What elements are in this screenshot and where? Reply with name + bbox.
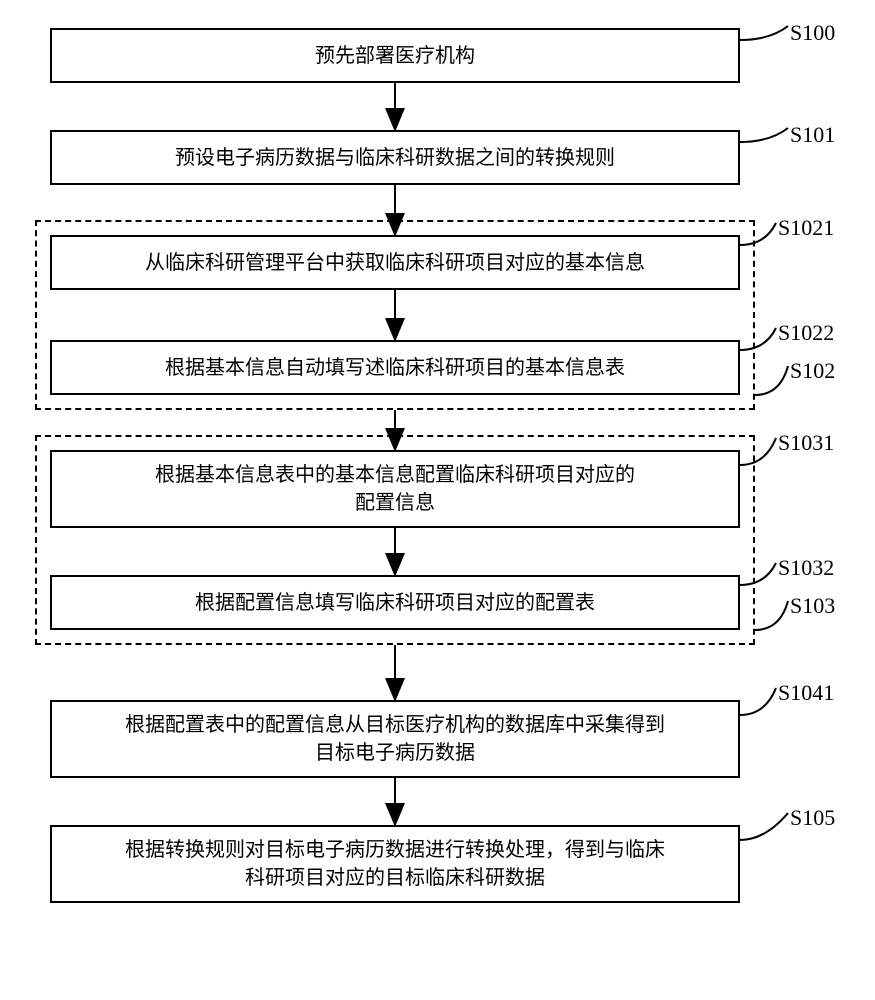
step-s101: 预设电子病历数据与临床科研数据之间的转换规则 [50, 130, 740, 185]
label-s102: S102 [790, 358, 835, 384]
label-s105: S105 [790, 805, 835, 831]
flowchart-canvas: 预先部署医疗机构 预设电子病历数据与临床科研数据之间的转换规则 从临床科研管理平… [20, 20, 855, 980]
label-s1041: S1041 [778, 680, 834, 706]
step-s100: 预先部署医疗机构 [50, 28, 740, 83]
label-s1032: S1032 [778, 555, 834, 581]
label-s101: S101 [790, 122, 835, 148]
step-s1021: 从临床科研管理平台中获取临床科研项目对应的基本信息 [50, 235, 740, 290]
label-s100: S100 [790, 20, 835, 46]
label-s103: S103 [790, 593, 835, 619]
label-s1022: S1022 [778, 320, 834, 346]
step-s1031: 根据基本信息表中的基本信息配置临床科研项目对应的配置信息 [50, 450, 740, 528]
step-s1041: 根据配置表中的配置信息从目标医疗机构的数据库中采集得到目标电子病历数据 [50, 700, 740, 778]
step-s105: 根据转换规则对目标电子病历数据进行转换处理，得到与临床科研项目对应的目标临床科研… [50, 825, 740, 903]
label-s1031: S1031 [778, 430, 834, 456]
step-s1022: 根据基本信息自动填写述临床科研项目的基本信息表 [50, 340, 740, 395]
step-s1032: 根据配置信息填写临床科研项目对应的配置表 [50, 575, 740, 630]
label-s1021: S1021 [778, 215, 834, 241]
